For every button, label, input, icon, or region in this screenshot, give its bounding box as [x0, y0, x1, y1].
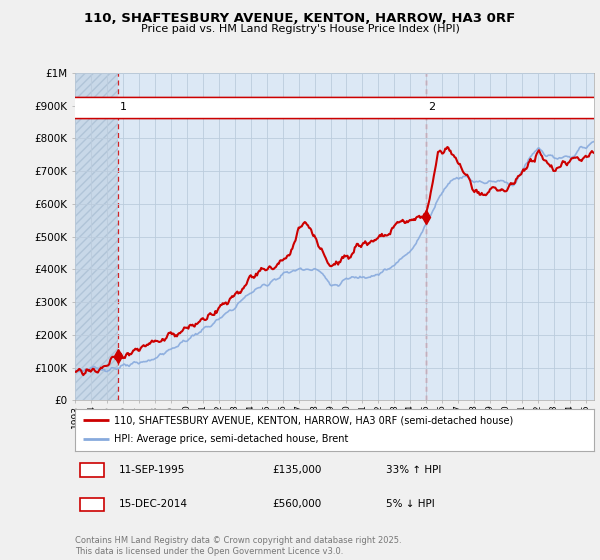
- Text: £560,000: £560,000: [272, 500, 322, 510]
- Text: 2: 2: [428, 102, 435, 112]
- Text: 110, SHAFTESBURY AVENUE, KENTON, HARROW, HA3 0RF: 110, SHAFTESBURY AVENUE, KENTON, HARROW,…: [85, 12, 515, 25]
- Text: Contains HM Land Registry data © Crown copyright and database right 2025.
This d: Contains HM Land Registry data © Crown c…: [75, 536, 401, 556]
- Text: HPI: Average price, semi-detached house, Brent: HPI: Average price, semi-detached house,…: [114, 435, 348, 445]
- Text: 1: 1: [88, 465, 96, 475]
- Text: 11-SEP-1995: 11-SEP-1995: [119, 465, 185, 475]
- Text: 5% ↓ HPI: 5% ↓ HPI: [386, 500, 435, 510]
- FancyBboxPatch shape: [0, 97, 600, 118]
- FancyBboxPatch shape: [80, 463, 104, 477]
- Text: 110, SHAFTESBURY AVENUE, KENTON, HARROW, HA3 0RF (semi-detached house): 110, SHAFTESBURY AVENUE, KENTON, HARROW,…: [114, 415, 513, 425]
- Text: 33% ↑ HPI: 33% ↑ HPI: [386, 465, 442, 475]
- Text: 1: 1: [120, 102, 127, 112]
- Text: 2: 2: [88, 500, 96, 510]
- Text: Price paid vs. HM Land Registry's House Price Index (HPI): Price paid vs. HM Land Registry's House …: [140, 24, 460, 34]
- Bar: [75, 73, 118, 400]
- Text: 15-DEC-2014: 15-DEC-2014: [119, 500, 188, 510]
- FancyBboxPatch shape: [80, 498, 104, 511]
- Text: £135,000: £135,000: [272, 465, 322, 475]
- FancyBboxPatch shape: [0, 97, 600, 118]
